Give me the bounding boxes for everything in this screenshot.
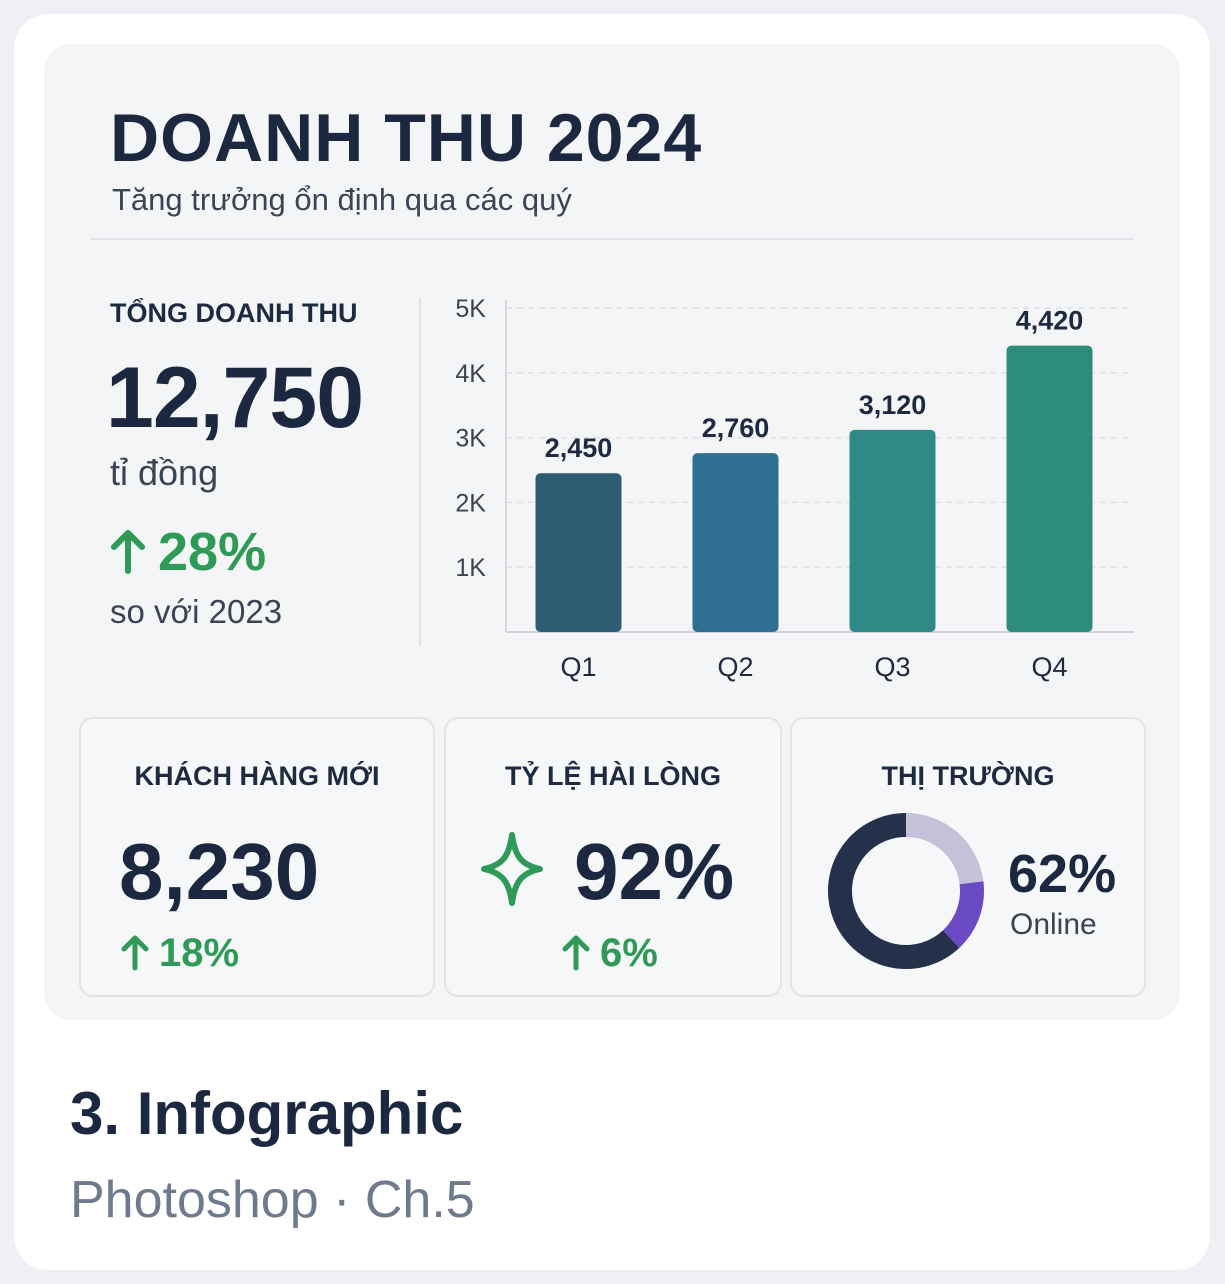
market-donut-chart [828,813,984,969]
x-tick-label: Q4 [1031,652,1067,682]
footer-subtitle: Photoshop · Ch.5 [70,1171,475,1229]
market-online-value: 62% [1008,844,1117,904]
bar-q3 [849,429,936,632]
donut-segment-light [905,813,984,885]
total-revenue-compare: so với 2023 [110,593,283,630]
satisfaction-change: 6% [560,929,658,977]
market-card: THỊ TRƯỜNG 62% Online [790,717,1146,997]
satisfaction-value: 92% [574,827,735,916]
page-title: DOANH THU 2024 [110,100,703,176]
y-tick-label: 2K [455,489,486,517]
bar-q4 [1006,345,1093,632]
bar-value-label: 3,120 [859,390,927,420]
market-title: THỊ TRƯỜNG [881,761,1055,791]
new-customers-change: 18% [119,929,239,977]
y-tick-label: 1K [455,554,486,582]
quarterly-revenue-chart: 1K 2K 3K 4K 5K 2,450 Q1 2,760 Q2 3,120 Q3 4,420 Q4 [455,295,1134,682]
satisfaction-change-value: 6% [600,931,658,975]
total-revenue-change: 28% [108,522,266,582]
arrow-up-icon [111,530,145,574]
y-tick-label: 3K [455,425,486,453]
donut-segment-purple [942,881,984,948]
y-tick-label: 4K [455,360,486,388]
new-customers-value: 8,230 [119,827,320,916]
footer-title: 3. Infographic [70,1080,464,1147]
header-divider [90,238,1134,240]
x-tick-label: Q2 [717,652,753,682]
kpi-divider [419,298,421,646]
arrow-up-icon [121,935,149,971]
new-customers-card: KHÁCH HÀNG MỚI 8,230 18% [79,717,435,997]
sparkle-star-icon [481,832,543,906]
page-subtitle: Tăng trưởng ổn định qua các quý [112,182,572,217]
bar-q2 [692,453,779,632]
arrow-up-icon [562,935,590,971]
x-tick-label: Q1 [560,652,596,682]
bar-q1 [535,473,622,632]
bar-value-label: 2,760 [702,413,770,443]
bar-value-label: 4,420 [1016,306,1084,336]
total-revenue-value: 12,750 [106,350,364,446]
x-tick-label: Q3 [874,652,910,682]
market-online-label: Online [1010,908,1097,941]
y-tick-label: 5K [455,295,486,323]
donut-segment-online [828,813,960,969]
total-revenue-unit: tỉ đồng [110,452,219,493]
new-customers-title: KHÁCH HÀNG MỚI [134,761,380,791]
bar-value-label: 2,450 [545,433,613,463]
satisfaction-card: TỶ LỆ HÀI LÒNG 92% 6% [444,717,782,997]
new-customers-change-value: 18% [159,931,240,975]
total-revenue-label: TỔNG DOANH THU [110,298,358,328]
total-revenue-change-value: 28% [158,522,267,582]
satisfaction-title: TỶ LỆ HÀI LÒNG [505,761,721,791]
